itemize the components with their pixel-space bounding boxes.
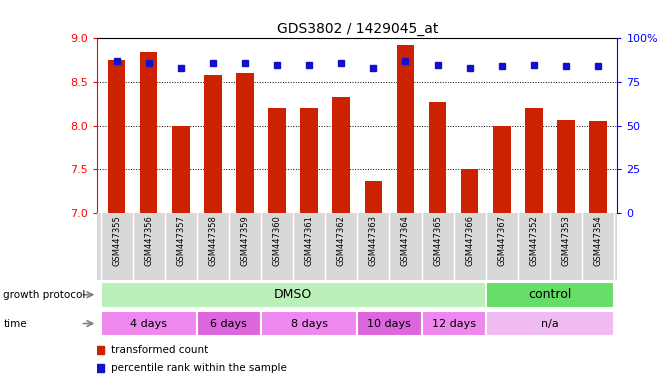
Bar <box>261 311 357 336</box>
Text: 10 days: 10 days <box>368 318 411 329</box>
Bar <box>197 311 261 336</box>
Bar <box>101 311 197 336</box>
Text: 6 days: 6 days <box>211 318 248 329</box>
Bar <box>268 108 286 213</box>
Text: control: control <box>528 288 572 301</box>
Text: n/a: n/a <box>541 318 559 329</box>
Text: GSM447354: GSM447354 <box>594 215 603 266</box>
Text: GSM447363: GSM447363 <box>369 215 378 266</box>
Bar <box>493 126 511 213</box>
Text: GSM447367: GSM447367 <box>497 215 506 266</box>
Bar <box>461 169 478 213</box>
Bar <box>421 311 486 336</box>
Text: GSM447352: GSM447352 <box>529 215 538 266</box>
Text: GSM447357: GSM447357 <box>176 215 185 266</box>
Text: GSM447355: GSM447355 <box>112 215 121 266</box>
Bar <box>172 126 190 213</box>
Text: 12 days: 12 days <box>431 318 476 329</box>
Bar <box>397 45 414 213</box>
Text: GSM447366: GSM447366 <box>465 215 474 266</box>
Bar <box>204 75 221 213</box>
Text: GSM447362: GSM447362 <box>337 215 346 266</box>
Bar <box>101 282 486 308</box>
Text: GSM447353: GSM447353 <box>562 215 570 266</box>
Bar <box>364 181 382 213</box>
Text: GSM447361: GSM447361 <box>305 215 313 266</box>
Bar <box>108 60 125 213</box>
Text: GSM447356: GSM447356 <box>144 215 153 266</box>
Title: GDS3802 / 1429045_at: GDS3802 / 1429045_at <box>276 22 438 36</box>
Text: percentile rank within the sample: percentile rank within the sample <box>111 362 287 373</box>
Text: GSM447358: GSM447358 <box>209 215 217 266</box>
Bar <box>557 120 575 213</box>
Text: GSM447364: GSM447364 <box>401 215 410 266</box>
Bar <box>486 311 614 336</box>
Text: transformed count: transformed count <box>111 345 209 356</box>
Text: DMSO: DMSO <box>274 288 312 301</box>
Text: growth protocol: growth protocol <box>3 290 86 300</box>
Bar <box>301 108 318 213</box>
Text: 8 days: 8 days <box>291 318 327 329</box>
Bar <box>236 73 254 213</box>
Bar <box>358 311 421 336</box>
Text: time: time <box>3 318 27 329</box>
Bar <box>429 102 446 213</box>
Text: 4 days: 4 days <box>130 318 167 329</box>
Bar <box>140 51 158 213</box>
Bar <box>589 121 607 213</box>
Bar <box>486 282 614 308</box>
Bar <box>525 108 543 213</box>
Bar <box>332 97 350 213</box>
Text: GSM447365: GSM447365 <box>433 215 442 266</box>
Text: GSM447360: GSM447360 <box>272 215 282 266</box>
Text: GSM447359: GSM447359 <box>240 215 250 266</box>
